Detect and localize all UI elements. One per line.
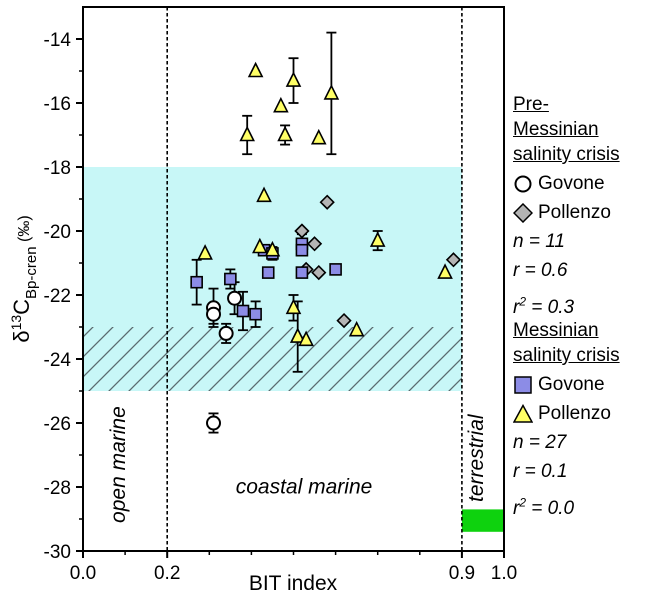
- msc-govone-point: [190, 275, 203, 289]
- msc-pollenzo-point: [323, 84, 340, 100]
- msc-pollenzo-point: [289, 327, 306, 343]
- legend-msc-title-line1: Messinian: [513, 320, 599, 341]
- pre-pollenzo-point: [294, 223, 310, 239]
- y-tick-label: -28: [44, 478, 71, 499]
- pre-pollenzo-point: [445, 252, 462, 268]
- square-marker-icon: [514, 375, 532, 394]
- legend-pre-r: r = 0.6: [513, 260, 568, 281]
- msc-govone-point: [295, 266, 309, 279]
- x-axis-label: BIT index: [249, 572, 338, 595]
- legend-pre-n: n = 11: [513, 231, 565, 252]
- y-axis-label: δ13CBp-cren (‰): [8, 215, 40, 342]
- y-tick-label: -26: [44, 414, 71, 435]
- x-tick-label: 0.0: [70, 563, 96, 584]
- msc-pollenzo-point: [239, 125, 255, 142]
- msc-pollenzo-point: [256, 186, 272, 203]
- diamond-marker-icon: [513, 202, 533, 223]
- pre-pollenzo-point: [319, 194, 335, 210]
- msc-pollenzo-point: [264, 240, 281, 257]
- x-tick-label: 0.2: [154, 563, 180, 584]
- pre-govone-point: [227, 290, 243, 306]
- msc-pollenzo-point: [298, 330, 314, 347]
- msc-pollenzo-point: [273, 96, 289, 113]
- msc-pollenzo-point: [277, 125, 293, 142]
- msc-govone-point: [224, 272, 237, 286]
- y-tick-label: -20: [44, 222, 71, 243]
- msc-govone-point: [295, 243, 309, 257]
- legend-item-pre-govone: Govone: [513, 169, 620, 198]
- pre-govone-point: [206, 306, 222, 322]
- msc-govone-point: [261, 266, 275, 279]
- msc-pollenzo-point: [285, 298, 302, 315]
- msc-pollenzo-point: [285, 71, 302, 87]
- y-tick-label: -30: [44, 542, 71, 563]
- msc-pollenzo-point: [310, 128, 327, 145]
- legend-label-pre-pollenzo: Pollenzo: [538, 202, 611, 223]
- msc-pollenzo-point: [247, 61, 264, 78]
- legend-pre-messinian: Pre- Messinian salinity crisis Govone Po…: [513, 92, 620, 322]
- msc-pollenzo-point: [197, 244, 213, 260]
- legend-msc-r: r = 0.1: [513, 461, 568, 482]
- x-tick-label: 0.9: [449, 563, 475, 584]
- legend-pre-title-line3: salinity crisis: [513, 144, 620, 165]
- legend-messinian: Messinian salinity crisis Govone Pollenz…: [513, 318, 620, 523]
- msc-pollenzo-point: [437, 263, 453, 279]
- pre-govone-point: [206, 415, 222, 431]
- legend-msc-n: n = 27: [513, 432, 567, 453]
- msc-govone-point: [236, 304, 250, 318]
- legend-item-msc-pollenzo: Pollenzo: [513, 399, 620, 428]
- legend-item-msc-govone: Govone: [513, 370, 620, 399]
- y-tick-label: -16: [44, 94, 71, 115]
- pre-pollenzo-point: [336, 312, 352, 329]
- region-label: open marine: [107, 406, 130, 523]
- legend-msc-title-line2: salinity crisis: [513, 345, 620, 366]
- circle-marker-icon: [514, 175, 532, 192]
- region-label: terrestrial: [465, 413, 488, 502]
- y-tick-label: -22: [44, 286, 71, 307]
- legend-label-msc-pollenzo: Pollenzo: [538, 403, 611, 424]
- pre-pollenzo-point: [311, 264, 327, 281]
- legend-pre-title-line2: Messinian: [513, 119, 599, 140]
- legend-pre-r2: r2 = 0.3: [513, 294, 575, 318]
- msc-pollenzo-point: [369, 231, 386, 247]
- legend-label-pre-govone: Govone: [538, 173, 605, 194]
- pre-pollenzo-point: [306, 236, 323, 252]
- msc-pollenzo-point: [348, 320, 365, 337]
- msc-govone-point: [329, 263, 342, 276]
- terrestrial-bar-band: [461, 509, 504, 532]
- x-tick-label: 1.0: [491, 563, 517, 584]
- legend-item-pre-pollenzo: Pollenzo: [513, 198, 620, 227]
- y-tick-label: -14: [44, 30, 72, 51]
- y-tick-label: -18: [44, 158, 71, 179]
- y-tick-label: -24: [44, 350, 72, 371]
- msc-govone-point: [249, 307, 262, 321]
- pre-govone-point: [218, 325, 234, 341]
- legend-label-msc-govone: Govone: [538, 374, 605, 395]
- triangle-marker-icon: [513, 403, 533, 423]
- region-label: coastal marine: [236, 475, 373, 498]
- legend-msc-r2: r2 = 0.0: [513, 495, 575, 519]
- hatched-band: [83, 327, 462, 391]
- msc-pollenzo-point: [252, 237, 268, 254]
- legend-pre-title-line1: Pre-: [513, 94, 549, 115]
